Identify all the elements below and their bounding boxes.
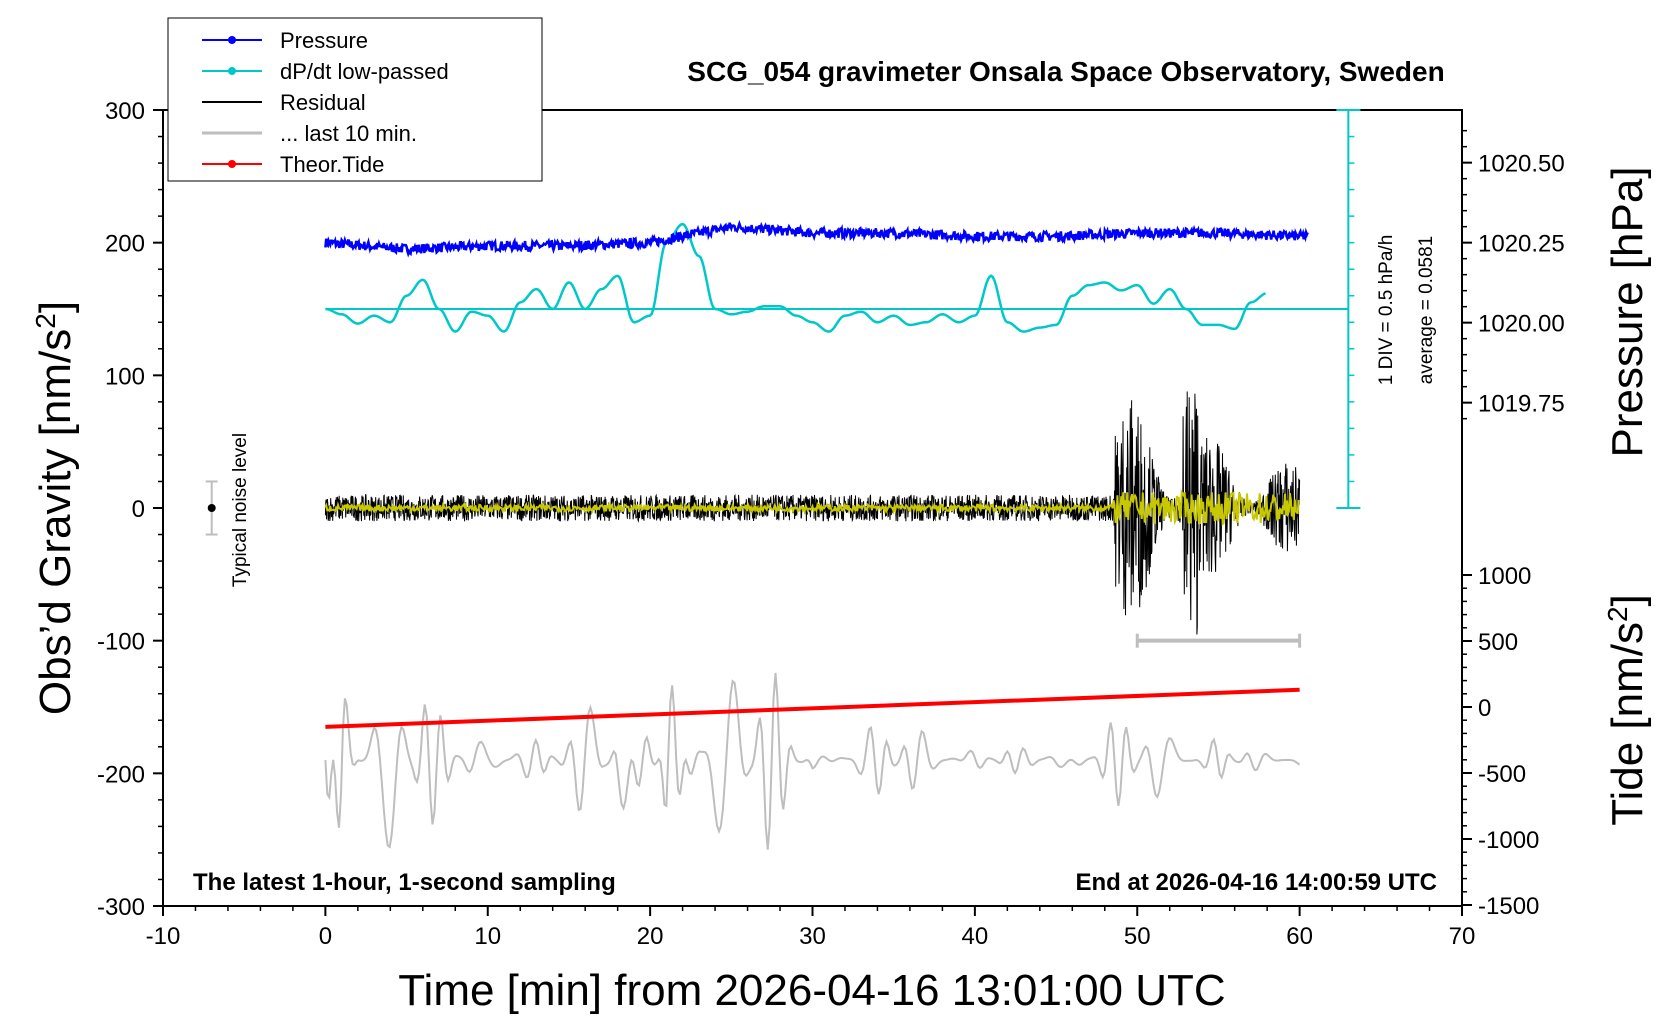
noise-bar-dot [207, 504, 216, 512]
tide-tick-label: -1000 [1478, 827, 1539, 854]
tide-tick-label: 0 [1478, 695, 1491, 722]
x-axis: -10 0 10 20 30 40 50 60 70 [146, 906, 1476, 950]
y-axis-gravity: 300 200 100 0 -100 -200 -300 [97, 98, 163, 921]
annotation-bottom-left: The latest 1-hour, 1-second sampling [193, 869, 616, 896]
legend-marker [228, 36, 236, 44]
tide-tick-label: 1000 [1478, 563, 1531, 590]
legend: Pressure dP/dt low-passed Residual ... last… [167, 17, 543, 182]
x-tick-label: 0 [319, 923, 332, 950]
legend-marker [228, 160, 236, 168]
tide-tick-label: -500 [1478, 761, 1526, 788]
y-tick-label: -100 [97, 629, 145, 656]
x-tick-label: 10 [474, 923, 501, 950]
y-tick-label: -300 [97, 894, 145, 921]
average-label: average = 0.0581 [1416, 236, 1437, 384]
pressure-axis-title: Pressure [hPa] [1603, 166, 1652, 457]
y-tick-label: 100 [105, 363, 145, 390]
pressure-line [324, 219, 1309, 258]
y-axis-title: Obs’d Gravity [nm/s2] [30, 301, 81, 715]
x-axis-title: Time [min] from 2026-04-16 13:01:00 UTC [398, 966, 1225, 1015]
x-tick-label: 20 [637, 923, 664, 950]
plot-area [162, 109, 1463, 907]
typical-noise-bar [205, 480, 218, 536]
legend-marker [228, 67, 236, 75]
y-axis-tide: 1000 500 0 -500 -1000 -1500 [1462, 563, 1539, 920]
tide-tick-label: 500 [1478, 629, 1518, 656]
x-tick-label: 60 [1286, 923, 1313, 950]
tide-tick-label: -1500 [1478, 893, 1539, 920]
div-label: 1 DIV = 0.5 hPa/h [1376, 235, 1397, 386]
x-tick-label: 50 [1124, 923, 1151, 950]
x-tick-label: 40 [962, 923, 989, 950]
pressure-tick-label: 1020.50 [1478, 151, 1565, 178]
legend-label: ... last 10 min. [280, 121, 417, 146]
x-tick-label: 30 [799, 923, 826, 950]
noise-label: Typical noise level [230, 433, 251, 587]
x-tick-label: -10 [146, 923, 181, 950]
series-layer [324, 219, 1349, 850]
y-tick-label: 300 [105, 98, 145, 125]
dpdt-line [325, 222, 1267, 333]
legend-label: dP/dt low-passed [280, 59, 449, 84]
last-10-min-line [324, 672, 1301, 850]
tide-axis-title: Tide [nm/s2] [1602, 594, 1653, 826]
y-axis-pressure: 1020.50 1020.25 1020.00 1019.75 [1462, 129, 1565, 420]
y-tick-label: 200 [105, 231, 145, 258]
y-tick-label: 0 [132, 496, 145, 523]
x-tick-label: 70 [1449, 923, 1476, 950]
pressure-tick-label: 1020.00 [1478, 311, 1565, 338]
y-tick-label: -200 [97, 761, 145, 788]
annotation-bottom-right: End at 2026-04-16 14:00:59 UTC [1076, 869, 1438, 896]
residual-lowpass-line [324, 489, 1300, 526]
dpdt-scale-bar [1336, 109, 1361, 509]
legend-label: Theor.Tide [280, 152, 384, 177]
legend-box [167, 17, 543, 182]
legend-label: Pressure [280, 28, 368, 53]
pressure-tick-label: 1020.25 [1478, 231, 1565, 258]
legend-label: Residual [280, 90, 366, 115]
tide-line [325, 687, 1300, 729]
chart-title: SCG_054 gravimeter Onsala Space Observat… [687, 56, 1444, 87]
pressure-tick-label: 1019.75 [1478, 391, 1565, 418]
